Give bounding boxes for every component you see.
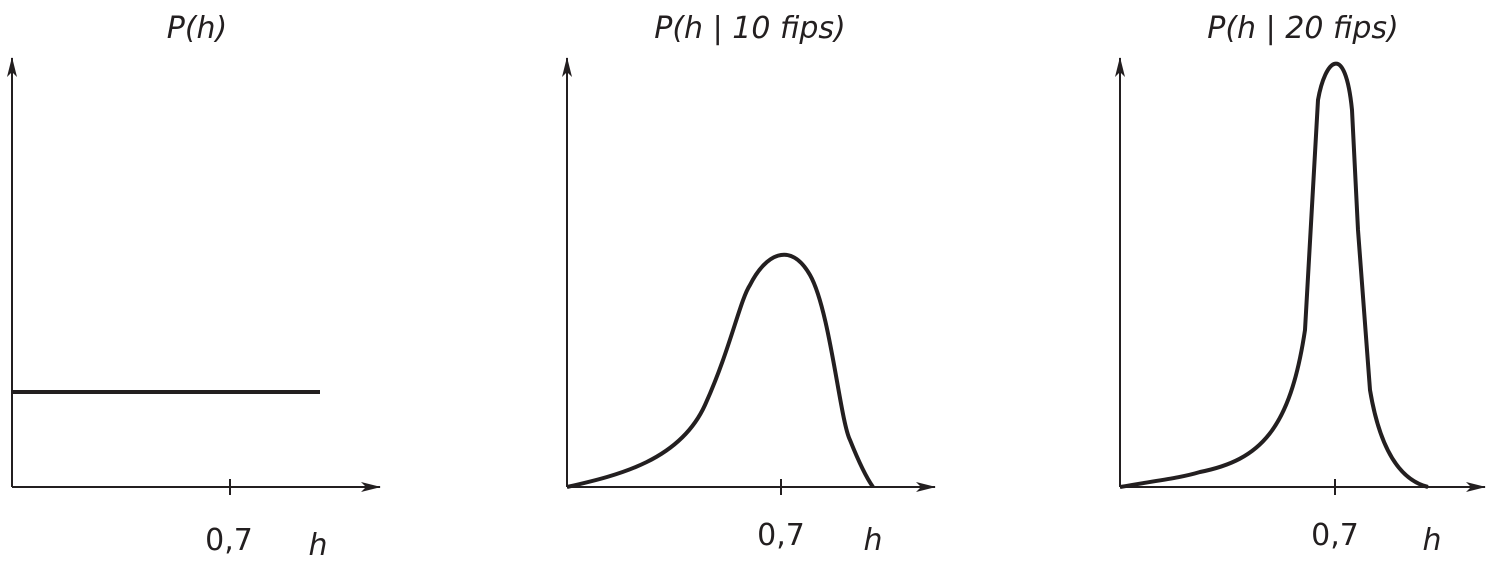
curve — [566, 252, 875, 489]
tick-label: 0,7 — [1311, 518, 1359, 553]
axis-label: h — [863, 523, 882, 558]
panel-title: P(h | 10 fips) — [654, 11, 845, 46]
tick-label: 0,7 — [757, 518, 805, 553]
tick-label: 0,7 — [205, 523, 253, 558]
panel-title: P(h) — [167, 11, 228, 46]
panel-prior: P(h) 0,7 h — [6, 11, 381, 563]
panel-10-flips: P(h | 10 fips) 0,7 h — [562, 11, 936, 558]
panel-20-flips: P(h | 20 fips) 0,7 h — [1115, 11, 1486, 558]
axis-label: h — [1422, 523, 1441, 558]
axis-label: h — [308, 528, 327, 563]
panel-title: P(h | 20 fips) — [1207, 11, 1398, 46]
curve — [1119, 61, 1429, 489]
